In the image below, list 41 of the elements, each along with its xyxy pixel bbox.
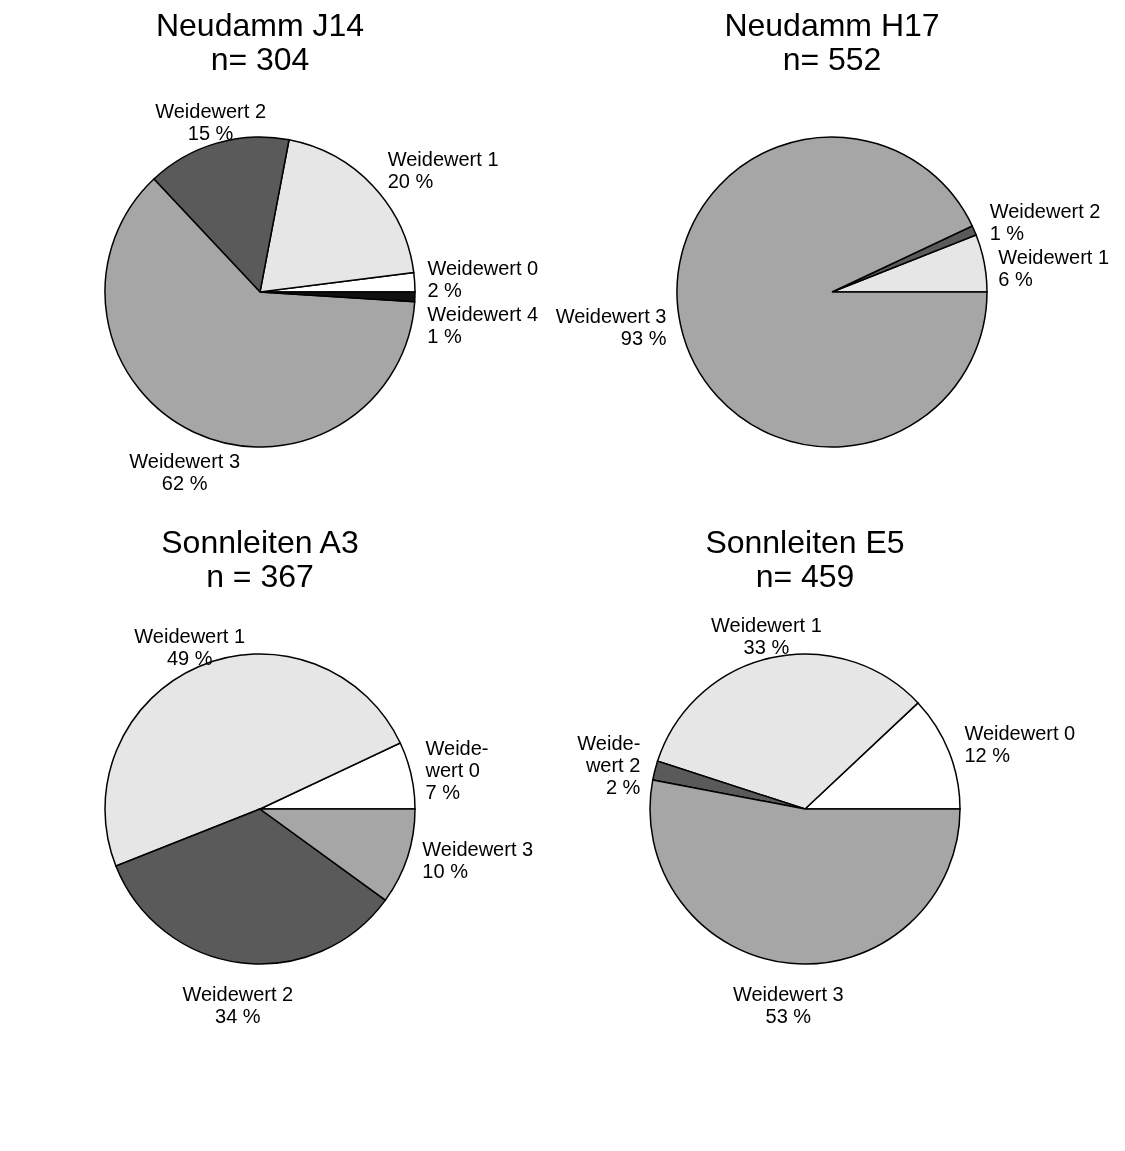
slice-label: Weidewert 4 xyxy=(427,303,539,326)
data-label: 1 % xyxy=(427,325,462,348)
data-label: 2 % xyxy=(427,279,463,302)
slice-label: Weide- wert 0 xyxy=(424,737,489,781)
data-label: 15 % xyxy=(187,122,234,145)
slice-label: Weidewert 0 xyxy=(964,721,1076,744)
chart-subtitle: n= 459 xyxy=(755,558,855,594)
data-label: 34 % xyxy=(215,1004,261,1027)
data-label: 10 % xyxy=(422,859,469,882)
chart-title: Neudamm J14 xyxy=(155,7,365,43)
chart-subtitle: n= 304 xyxy=(210,41,310,77)
pie-slice xyxy=(676,136,988,448)
slice-label: Weidewert 3 xyxy=(422,837,534,860)
slice-label: Weide- wert 2 xyxy=(577,731,641,776)
data-label: 93 % xyxy=(620,327,667,349)
data-label: 33 % xyxy=(743,636,790,659)
chart-subtitle: n= 552 xyxy=(782,41,882,77)
data-label: 53 % xyxy=(765,1005,812,1028)
slice-label: Weidewert 1 xyxy=(710,614,822,637)
slice-label: Weidewert 1 xyxy=(134,624,246,647)
data-label: 20 % xyxy=(387,170,434,193)
slice-label: Weidewert 1 xyxy=(998,245,1110,268)
data-label: 62 % xyxy=(161,472,208,495)
slice-label: Weidewert 3 xyxy=(555,305,667,327)
chart-title: Neudamm H17 xyxy=(724,7,940,43)
data-label: 1 % xyxy=(989,221,1025,244)
slice-label: Weidewert 2 xyxy=(989,199,1101,222)
slice-label: Weidewert 3 xyxy=(129,450,241,473)
chart-title: Sonnleiten E5 xyxy=(705,524,905,560)
chart-title: Sonnleiten A3 xyxy=(161,524,359,560)
data-label: 49 % xyxy=(166,646,213,669)
slice-label: Weidewert 0 xyxy=(427,257,539,280)
slice-label: Weidewert 2 xyxy=(182,982,294,1005)
data-label: 6 % xyxy=(998,267,1033,290)
slice-label: Weidewert 2 xyxy=(155,100,267,123)
slice-label: Weidewert 3 xyxy=(732,983,844,1006)
data-label: 12 % xyxy=(964,743,1011,766)
slice-label: Weidewert 1 xyxy=(387,148,499,171)
data-label: 7 % xyxy=(425,781,461,803)
data-label: 2 % xyxy=(605,775,641,798)
chart-subtitle: n = 367 xyxy=(206,558,314,594)
